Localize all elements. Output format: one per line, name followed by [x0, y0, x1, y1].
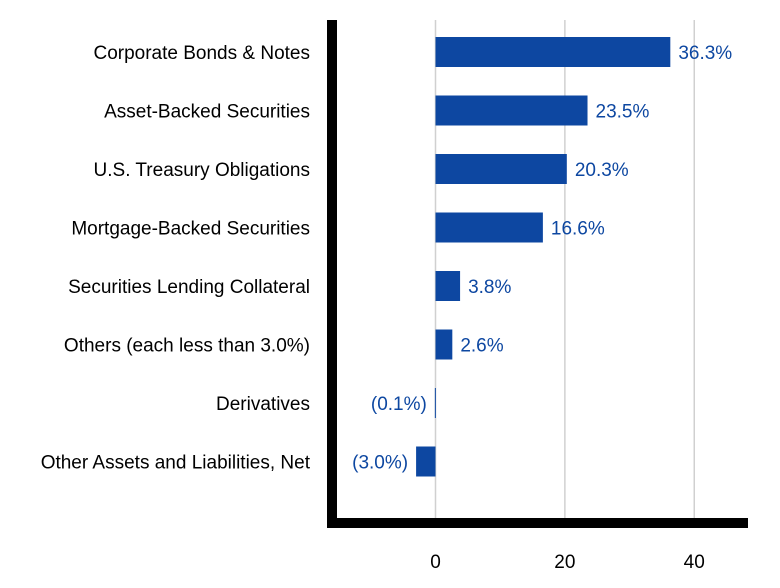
category-label: Derivatives — [216, 394, 310, 415]
y-axis-line — [327, 20, 337, 528]
data-label: (0.1%) — [371, 394, 427, 415]
bar — [435, 271, 461, 301]
gridlines — [434, 20, 695, 522]
bar — [434, 388, 436, 418]
bar — [435, 95, 588, 126]
bar — [435, 37, 671, 67]
data-label: 23.5% — [596, 102, 650, 123]
data-label: (3.0%) — [352, 453, 408, 474]
data-label: 3.8% — [468, 277, 511, 298]
data-labels: 36.3% 23.5% 20.3% 16.6% 3.8% 2.6% (0.1%) (3.0%) — [352, 43, 732, 474]
bar — [435, 154, 567, 184]
x-tick-labels: 0 20 40 — [430, 552, 705, 573]
category-label: Other Assets and Liabilities, Net — [41, 453, 311, 474]
data-label: 36.3% — [678, 43, 732, 64]
category-labels: Corporate Bonds & Notes Asset-Backed Secu… — [41, 43, 311, 474]
x-tick-label: 20 — [554, 552, 575, 573]
bar — [416, 446, 436, 477]
data-label: 16.6% — [551, 219, 605, 240]
category-label: Corporate Bonds & Notes — [93, 43, 310, 64]
axes — [327, 20, 748, 528]
category-label: Asset-Backed Securities — [104, 102, 310, 123]
x-axis-line — [327, 518, 748, 528]
x-tick-label: 40 — [684, 552, 705, 573]
category-label: U.S. Treasury Obligations — [94, 160, 310, 181]
data-label: 20.3% — [575, 160, 629, 181]
bar — [435, 329, 453, 360]
x-tick-label: 0 — [430, 552, 441, 573]
bar — [435, 212, 543, 243]
data-label: 2.6% — [460, 336, 503, 357]
category-label: Others (each less than 3.0%) — [64, 336, 310, 357]
bars — [416, 37, 671, 477]
category-label: Securities Lending Collateral — [68, 277, 310, 298]
category-label: Mortgage-Backed Securities — [71, 219, 310, 240]
